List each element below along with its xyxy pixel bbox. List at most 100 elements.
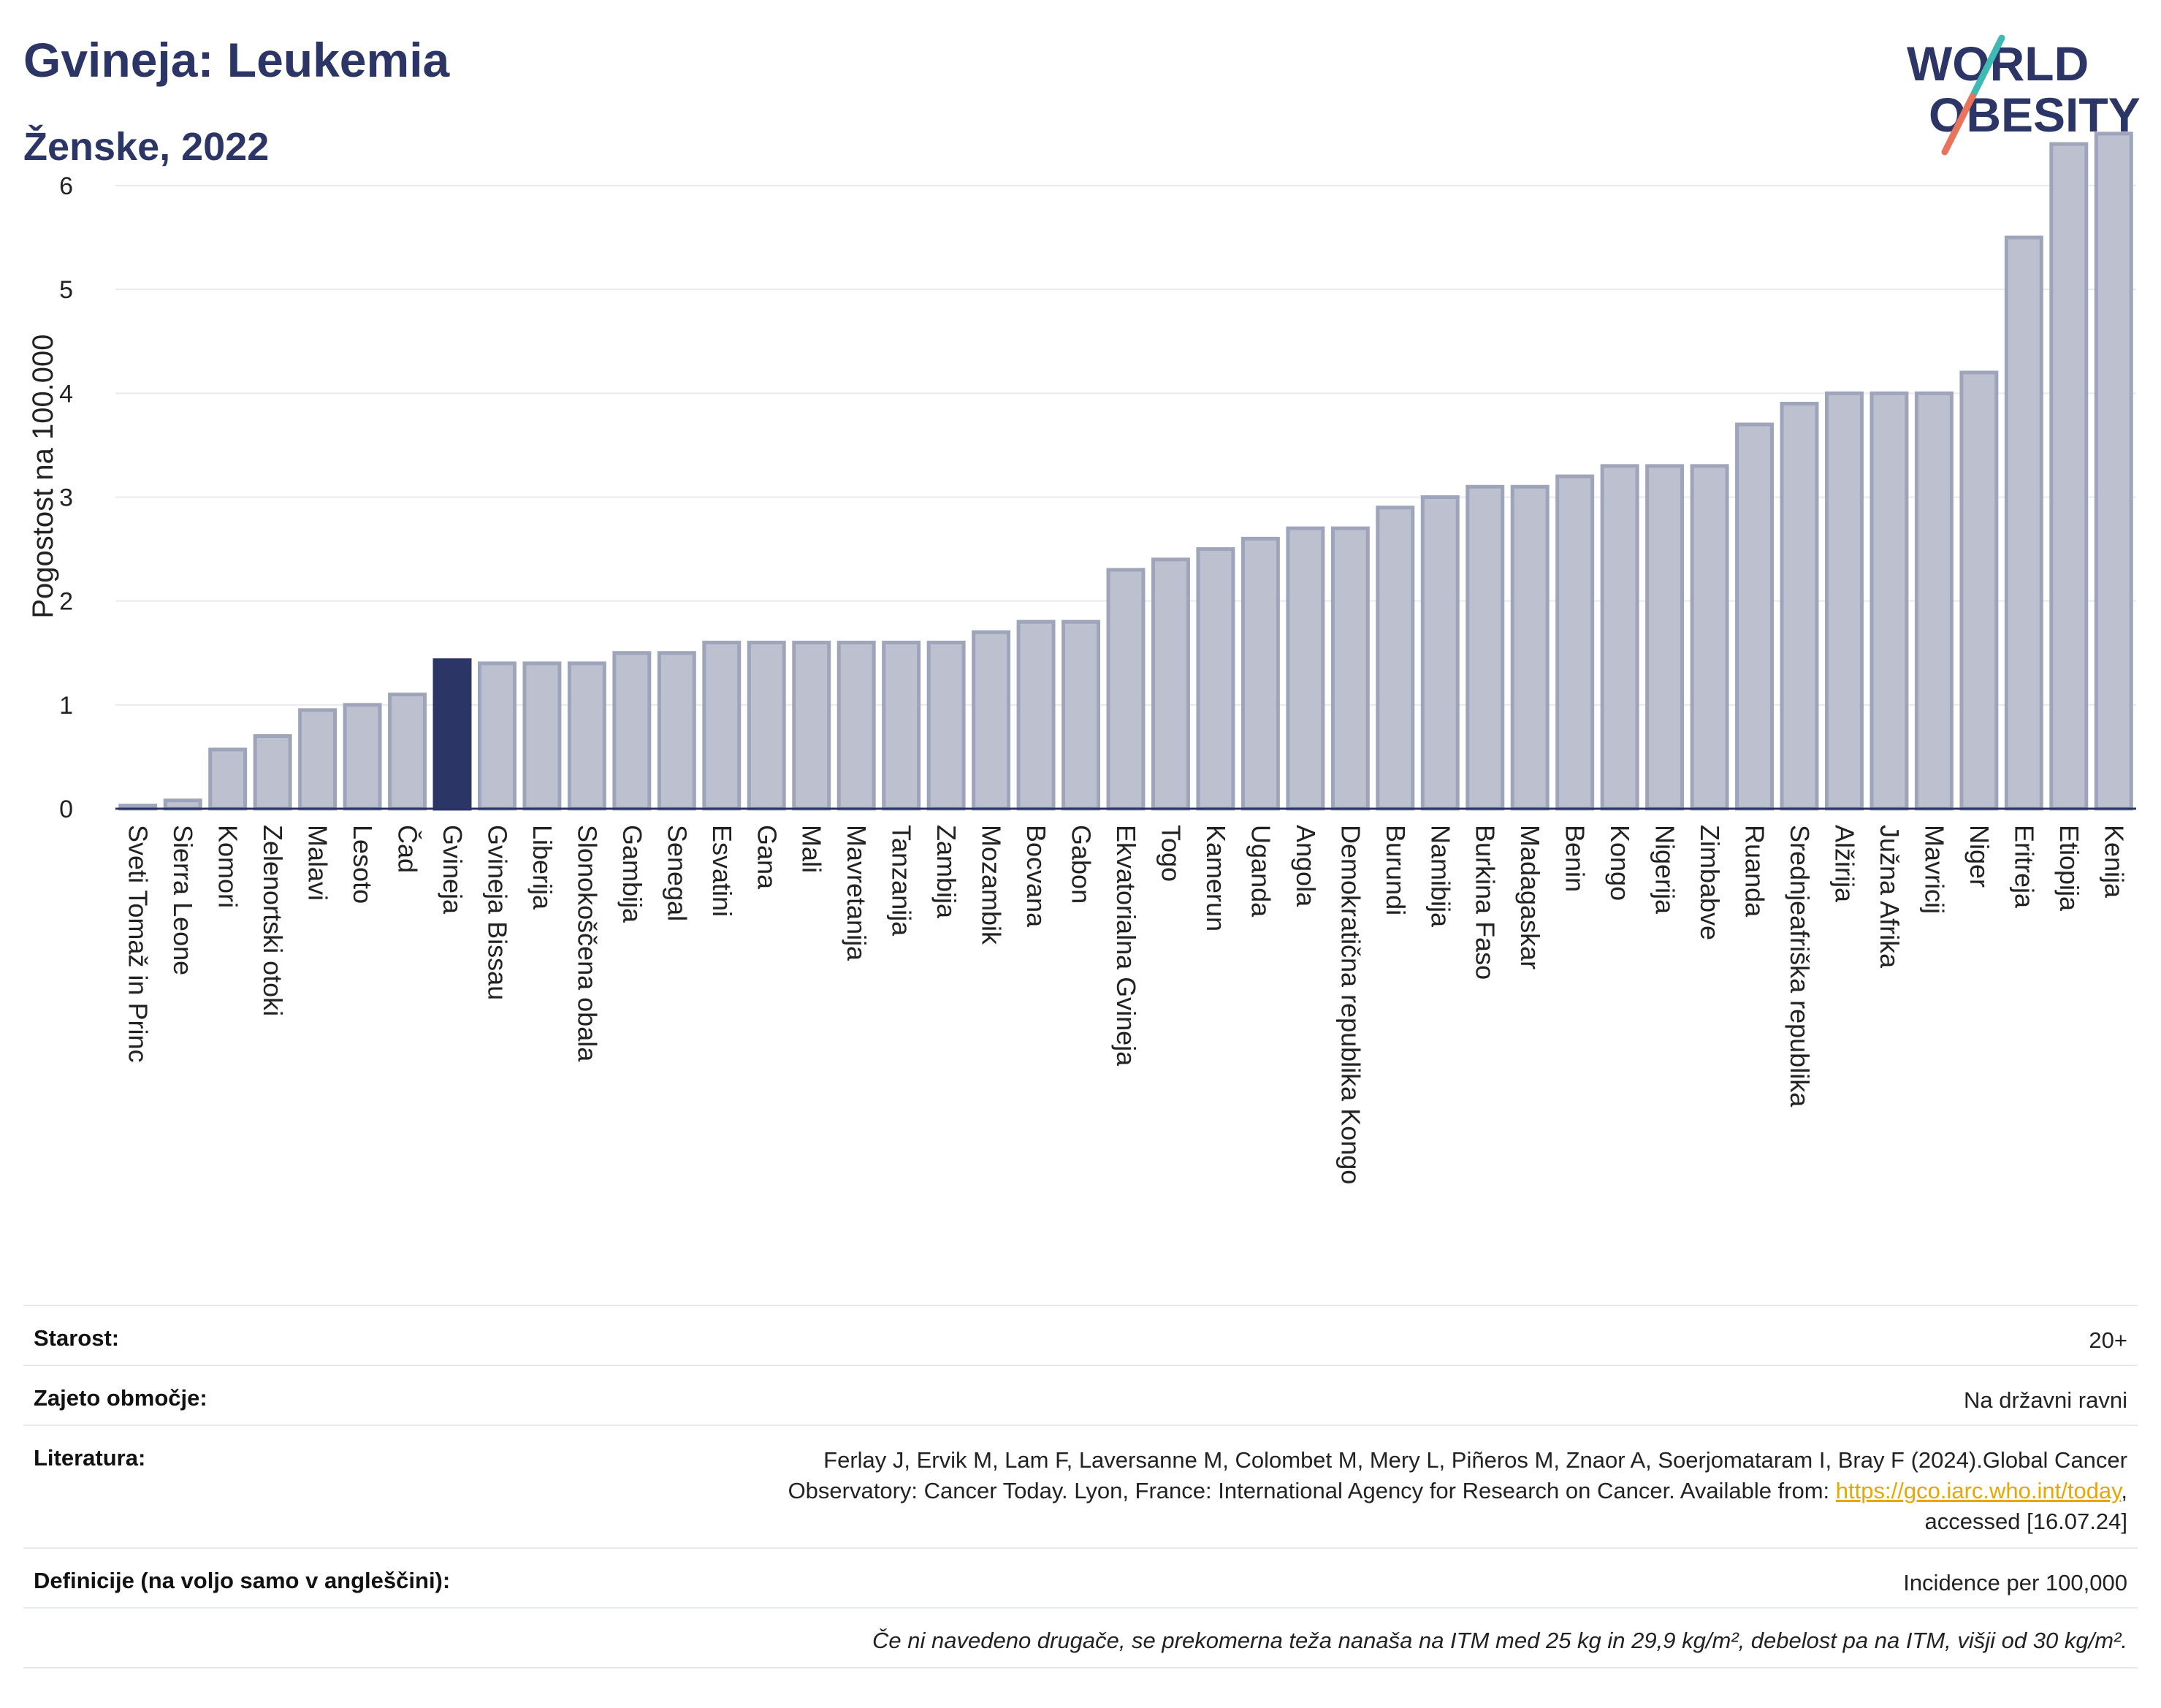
bar (567, 661, 606, 811)
bar (1555, 474, 1595, 811)
x-tick-label: Eritreja (2009, 825, 2039, 909)
bar (477, 661, 517, 811)
literature-line2-text: Observatory: Cancer Today. Lyon, France:… (788, 1478, 1836, 1503)
bar (1240, 536, 1280, 811)
bar (657, 651, 696, 811)
bar (1735, 422, 1775, 811)
page-title: Gvineja: Leukemia (23, 33, 450, 87)
x-tick-label: Ruanda (1740, 825, 1770, 918)
bar (208, 747, 248, 811)
bar (1870, 391, 1909, 811)
bar (1824, 391, 1864, 811)
footnote: Če ni navedeno drugače, se prekomerna te… (872, 1628, 2127, 1653)
x-tick-label: Kenija (2099, 825, 2129, 899)
x-tick-label: Alžirija (1829, 825, 1859, 903)
page-subtitle: Ženske, 2022 (23, 125, 270, 169)
x-tick-label: Gabon (1067, 825, 1097, 904)
x-tick-label: Uganda (1246, 825, 1276, 918)
bar (1466, 484, 1505, 811)
bar (432, 658, 472, 811)
bar (388, 693, 427, 811)
definitions-value: Incidence per 100,000 (1903, 1570, 2127, 1595)
x-tick-label: Benin (1560, 825, 1590, 892)
y-tick-label: 0 (59, 796, 73, 823)
bar (792, 641, 831, 811)
x-tick-label: Sierra Leone (168, 825, 198, 975)
coverage-value: Na državni ravni (1964, 1387, 2127, 1413)
x-tick-label: Čad (393, 825, 423, 873)
info-row-definitions: Definicije (na voljo samo v angleščini):… (23, 1547, 2138, 1609)
x-tick-label: Zelenortski otoki (258, 825, 288, 1016)
x-tick-label: Mali (797, 825, 827, 873)
bar (1016, 619, 1056, 811)
info-row-literature: Literatura: Ferlay J, Ervik M, Lam F, La… (23, 1425, 2138, 1549)
bar (882, 641, 921, 811)
literature-line2: Observatory: Cancer Today. Lyon, France:… (788, 1476, 2127, 1506)
y-tick-label: 3 (59, 484, 73, 512)
bar (1510, 484, 1550, 811)
x-tick-label: Kamerun (1201, 825, 1231, 931)
x-tick-label: Ekvatorialna Gvineja (1111, 825, 1141, 1067)
bar (2049, 142, 2089, 811)
x-tick-label: Togo (1156, 825, 1186, 882)
x-tick-label: Angola (1291, 825, 1321, 907)
x-tick-label: Mozambik (977, 825, 1007, 945)
bar (2094, 131, 2133, 811)
x-tick-label: Madagaskar (1515, 825, 1545, 969)
x-tick-label: Burundi (1381, 825, 1411, 915)
bar (1286, 526, 1325, 811)
x-tick-label: Malavi (303, 825, 333, 901)
x-tick-label: Zimbabve (1695, 825, 1725, 940)
bar (702, 641, 742, 811)
bar (1151, 557, 1190, 811)
literature-line2-end: , (2121, 1478, 2127, 1503)
bar (2004, 235, 2043, 811)
x-tick-label: Srednjeafriška republika (1785, 825, 1815, 1107)
info-bottom-rule (23, 1667, 2138, 1669)
x-tick-label: Mavretanija (842, 825, 872, 961)
x-tick-label: Lesoto (348, 825, 378, 904)
literature-label: Literatura: (34, 1445, 146, 1471)
bar (298, 708, 338, 811)
bar (836, 641, 876, 811)
x-tick-label: Gana (752, 825, 782, 890)
x-tick-label: Namibija (1425, 825, 1455, 928)
bar (253, 733, 292, 811)
bar (1780, 402, 1819, 811)
bar (1690, 464, 1729, 811)
x-tick-label: Gvineja Bissau (482, 825, 512, 1000)
bar (1196, 547, 1235, 811)
x-tick-label: Demokratična republika Kongo (1335, 825, 1365, 1184)
x-tick-label: Južna Afrika (1875, 825, 1905, 969)
y-tick-label: 1 (59, 692, 73, 720)
x-tick-label: Esvatini (707, 825, 737, 917)
bar (522, 661, 562, 811)
x-tick-label: Liberija (527, 825, 557, 910)
literature-value: Ferlay J, Ervik M, Lam F, Laversanne M, … (788, 1445, 2127, 1537)
x-tick-label: Komori (213, 825, 243, 908)
literature-link[interactable]: https://gco.iarc.who.int/today (1835, 1478, 2122, 1503)
info-row-footnote: Če ni navedeno drugače, se prekomerna te… (23, 1607, 2138, 1669)
bar (972, 630, 1011, 811)
coverage-label: Zajeto območje: (34, 1385, 207, 1411)
bar (1330, 526, 1370, 811)
x-tick-label: Gambija (617, 825, 647, 923)
bar (163, 798, 202, 811)
definitions-label: Definicije (na voljo samo v angleščini): (34, 1568, 451, 1593)
x-tick-label: Mavricij (1919, 825, 1949, 914)
x-tick-label: Niger (1964, 825, 1994, 888)
x-tick-label: Burkina Faso (1471, 825, 1501, 980)
x-tick-label: Etiopija (2054, 825, 2084, 912)
x-tick-label: Tanzanija (887, 825, 917, 937)
bar (926, 641, 966, 811)
bar (1645, 464, 1685, 811)
literature-line1: Ferlay J, Ervik M, Lam F, Laversanne M, … (823, 1447, 2127, 1473)
y-tick-label: 5 (59, 276, 73, 304)
bar (1420, 495, 1460, 811)
bar (1959, 370, 1999, 811)
bar (1914, 391, 1954, 811)
x-tick-label: Gvineja (438, 825, 468, 915)
literature-line3: accessed [16.07.24] (1924, 1509, 2127, 1534)
x-tick-label: Kongo (1605, 825, 1635, 901)
bar-chart: 0 1 2 3 4 5 6 Pogostost na 100.000 Sveti Tomaž i… (27, 131, 2136, 1184)
